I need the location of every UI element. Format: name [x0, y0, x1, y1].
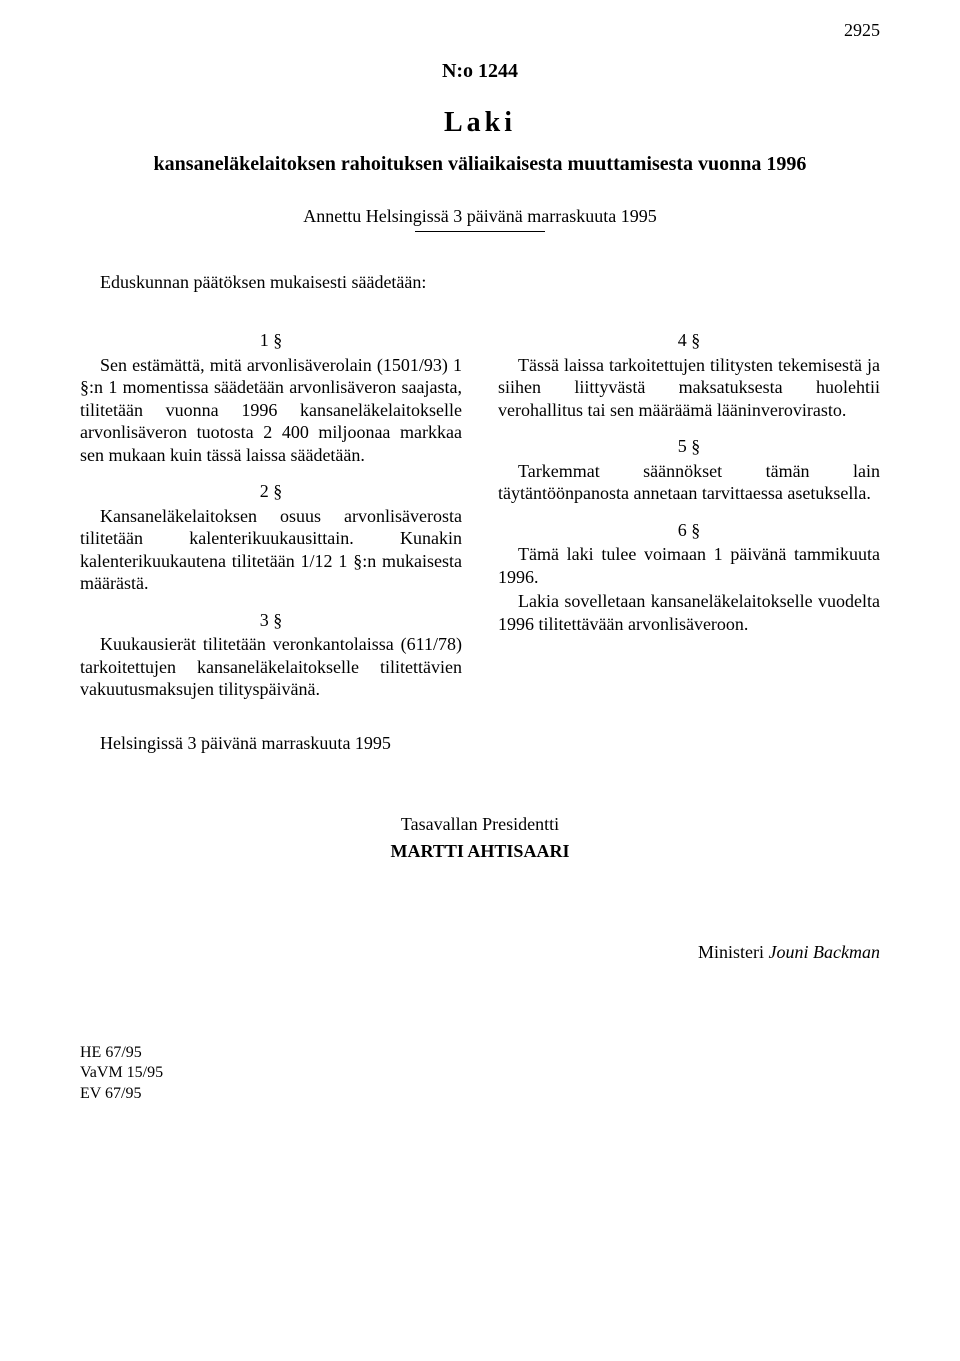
president-name: MARTTI AHTISAARI: [80, 841, 880, 862]
document-type: Laki: [80, 107, 880, 139]
reference-3: EV 67/95: [80, 1084, 880, 1105]
section-6-number: 6 §: [498, 519, 880, 542]
minister-line: Ministeri Jouni Backman: [80, 942, 880, 963]
president-title: Tasavallan Presidentti: [80, 814, 880, 835]
section-5-number: 5 §: [498, 435, 880, 458]
reference-2: VaVM 15/95: [80, 1063, 880, 1084]
minister-label: Ministeri: [698, 942, 764, 962]
document-number: N:o 1244: [80, 60, 880, 83]
left-column: 1 § Sen estämättä, mitä arvonlisäverolai…: [80, 315, 462, 703]
intro-line: Eduskunnan päätöksen mukaisesti säädetää…: [80, 272, 880, 293]
minister-name: Jouni Backman: [769, 942, 880, 962]
section-6-text-2: Lakia sovelletaan kansaneläkelaitokselle…: [498, 590, 880, 635]
divider: [415, 231, 545, 232]
references-block: HE 67/95 VaVM 15/95 EV 67/95: [80, 1043, 880, 1105]
section-3-number: 3 §: [80, 609, 462, 632]
document-page: 2925 N:o 1244 Laki kansaneläkelaitoksen …: [0, 0, 960, 1145]
section-4-number: 4 §: [498, 329, 880, 352]
section-2-text: Kansaneläkelaitoksen osuus arvonlisävero…: [80, 505, 462, 595]
right-column: 4 § Tässä laissa tarkoitettujen tilityst…: [498, 315, 880, 703]
given-at: Annettu Helsingissä 3 päivänä marraskuut…: [80, 206, 880, 227]
body-columns: 1 § Sen estämättä, mitä arvonlisäverolai…: [80, 315, 880, 703]
document-title: kansaneläkelaitoksen rahoituksen väliaik…: [80, 153, 880, 176]
section-1-text: Sen estämättä, mitä arvonlisäverolain (1…: [80, 354, 462, 467]
section-2-number: 2 §: [80, 480, 462, 503]
section-5-text: Tarkemmat säännökset tämän lain täytäntö…: [498, 460, 880, 505]
reference-1: HE 67/95: [80, 1043, 880, 1064]
section-3-text: Kuukausierät tilitetään veronkantolaissa…: [80, 633, 462, 701]
section-1-number: 1 §: [80, 329, 462, 352]
closing-place-date: Helsingissä 3 päivänä marraskuuta 1995: [80, 733, 880, 754]
section-4-text: Tässä laissa tarkoitettujen tilitysten t…: [498, 354, 880, 422]
page-number: 2925: [844, 20, 880, 41]
section-6-text-1: Tämä laki tulee voimaan 1 päivänä tammik…: [498, 543, 880, 588]
